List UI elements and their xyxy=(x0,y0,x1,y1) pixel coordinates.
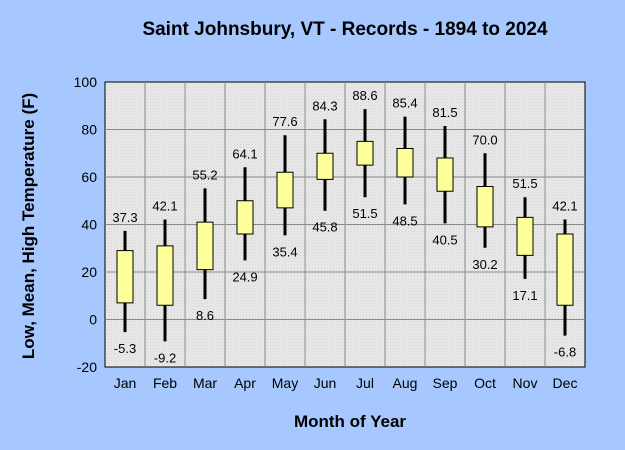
x-tick-label: Sep xyxy=(433,375,458,391)
record-high-label: 55.2 xyxy=(192,167,217,182)
y-tick-label: 20 xyxy=(81,264,97,280)
y-tick-label: 60 xyxy=(81,169,97,185)
mean-box xyxy=(116,250,134,304)
y-tick-label: -20 xyxy=(77,359,97,375)
mean-box xyxy=(276,171,294,209)
mean-box xyxy=(156,245,174,306)
record-low-label: 45.8 xyxy=(312,220,337,235)
mean-box xyxy=(436,157,454,192)
record-high-label: 88.6 xyxy=(352,88,377,103)
x-tick-label: Apr xyxy=(234,375,256,391)
mean-box xyxy=(556,233,574,306)
record-low-label: -5.3 xyxy=(114,341,136,356)
x-tick-label: Nov xyxy=(513,375,538,391)
x-tick-label: Aug xyxy=(393,375,418,391)
mean-box xyxy=(236,200,254,235)
record-high-label: 64.1 xyxy=(232,146,257,161)
x-tick-label: Oct xyxy=(474,375,496,391)
y-axis-title: Low, Mean, High Temperature (F) xyxy=(19,93,38,359)
mean-box xyxy=(396,148,414,178)
record-low-label: 24.9 xyxy=(232,269,257,284)
record-high-label: 51.5 xyxy=(512,176,537,191)
record-low-label: -9.2 xyxy=(154,350,176,365)
record-high-label: 85.4 xyxy=(392,96,417,111)
record-low-label: 51.5 xyxy=(352,206,377,221)
record-low-label: -6.8 xyxy=(554,345,576,360)
x-tick-label: Mar xyxy=(193,375,217,391)
mean-box xyxy=(316,152,334,180)
x-tick-label: Jan xyxy=(114,375,137,391)
record-high-label: 77.6 xyxy=(272,114,297,129)
y-tick-label: 0 xyxy=(89,312,97,328)
record-low-label: 40.5 xyxy=(432,232,457,247)
record-low-label: 48.5 xyxy=(392,213,417,228)
x-tick-label: Feb xyxy=(153,375,177,391)
x-tick-label: Dec xyxy=(553,375,578,391)
record-high-label: 84.3 xyxy=(312,98,337,113)
y-tick-label: 80 xyxy=(81,122,97,138)
record-high-label: 70.0 xyxy=(472,132,497,147)
record-low-label: 30.2 xyxy=(472,257,497,272)
y-tick-label: 40 xyxy=(81,217,97,233)
y-tick-label: 100 xyxy=(74,74,98,90)
x-tick-label: Jun xyxy=(314,375,337,391)
x-tick-label: May xyxy=(272,375,298,391)
chart-title: Saint Johnsbury, VT - Records - 1894 to … xyxy=(142,19,548,40)
record-low-label: 8.6 xyxy=(196,308,214,323)
mean-box xyxy=(196,221,214,271)
record-low-label: 35.4 xyxy=(272,244,297,259)
mean-box xyxy=(516,216,534,256)
mean-box xyxy=(356,140,374,166)
record-high-label: 81.5 xyxy=(432,105,457,120)
record-high-label: 42.1 xyxy=(552,199,577,214)
x-axis-title: Month of Year xyxy=(294,412,406,431)
mean-box xyxy=(476,186,494,228)
record-low-label: 17.1 xyxy=(512,288,537,303)
record-high-label: 37.3 xyxy=(112,210,137,225)
x-tick-label: Jul xyxy=(356,375,374,391)
plot-area: 100 80 60 40 20 0 -20 37.3 -5.3 Jan 42.1 -9.2 Feb 55.… xyxy=(74,74,586,391)
record-high-label: 42.1 xyxy=(152,199,177,214)
